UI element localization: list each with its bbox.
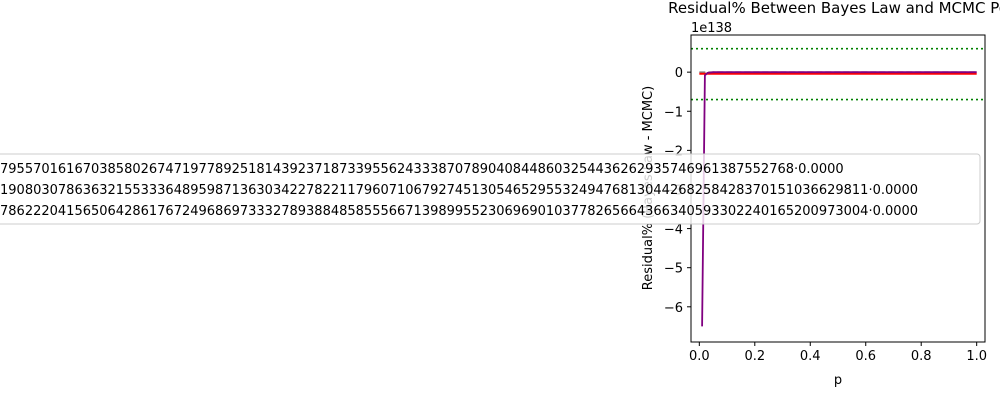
chart-title: Residual% Between Bayes Law and MCMC Po [668,0,1000,17]
x-tick-label: 0.0 [689,349,710,364]
legend-label: 7862220415650642861767249686973332789388… [0,204,918,219]
x-tick-label: 1.0 [966,349,987,364]
legend: 7955701616703858026747197789251814392371… [0,153,981,225]
y-tick-label: −5 [664,262,683,277]
y-tick-label: −4 [664,223,683,238]
x-tick-label: 0.6 [855,349,876,364]
x-tick-label: 0.4 [800,349,821,364]
series-line-0 [701,71,977,327]
y-tick-label: −6 [664,301,683,316]
y-exponent-label: 1e138 [691,21,732,36]
x-axis-label: p [834,373,842,388]
y-tick-label: −1 [664,105,683,120]
legend-label: 1908030786363215533364895987136303422782… [0,183,918,198]
x-tick-label: 0.2 [744,349,765,364]
legend-box [0,153,981,225]
legend-label: 7955701616703858026747197789251814392371… [0,162,844,177]
y-tick-label: 0 [675,66,683,81]
x-tick-label: 0.8 [911,349,932,364]
